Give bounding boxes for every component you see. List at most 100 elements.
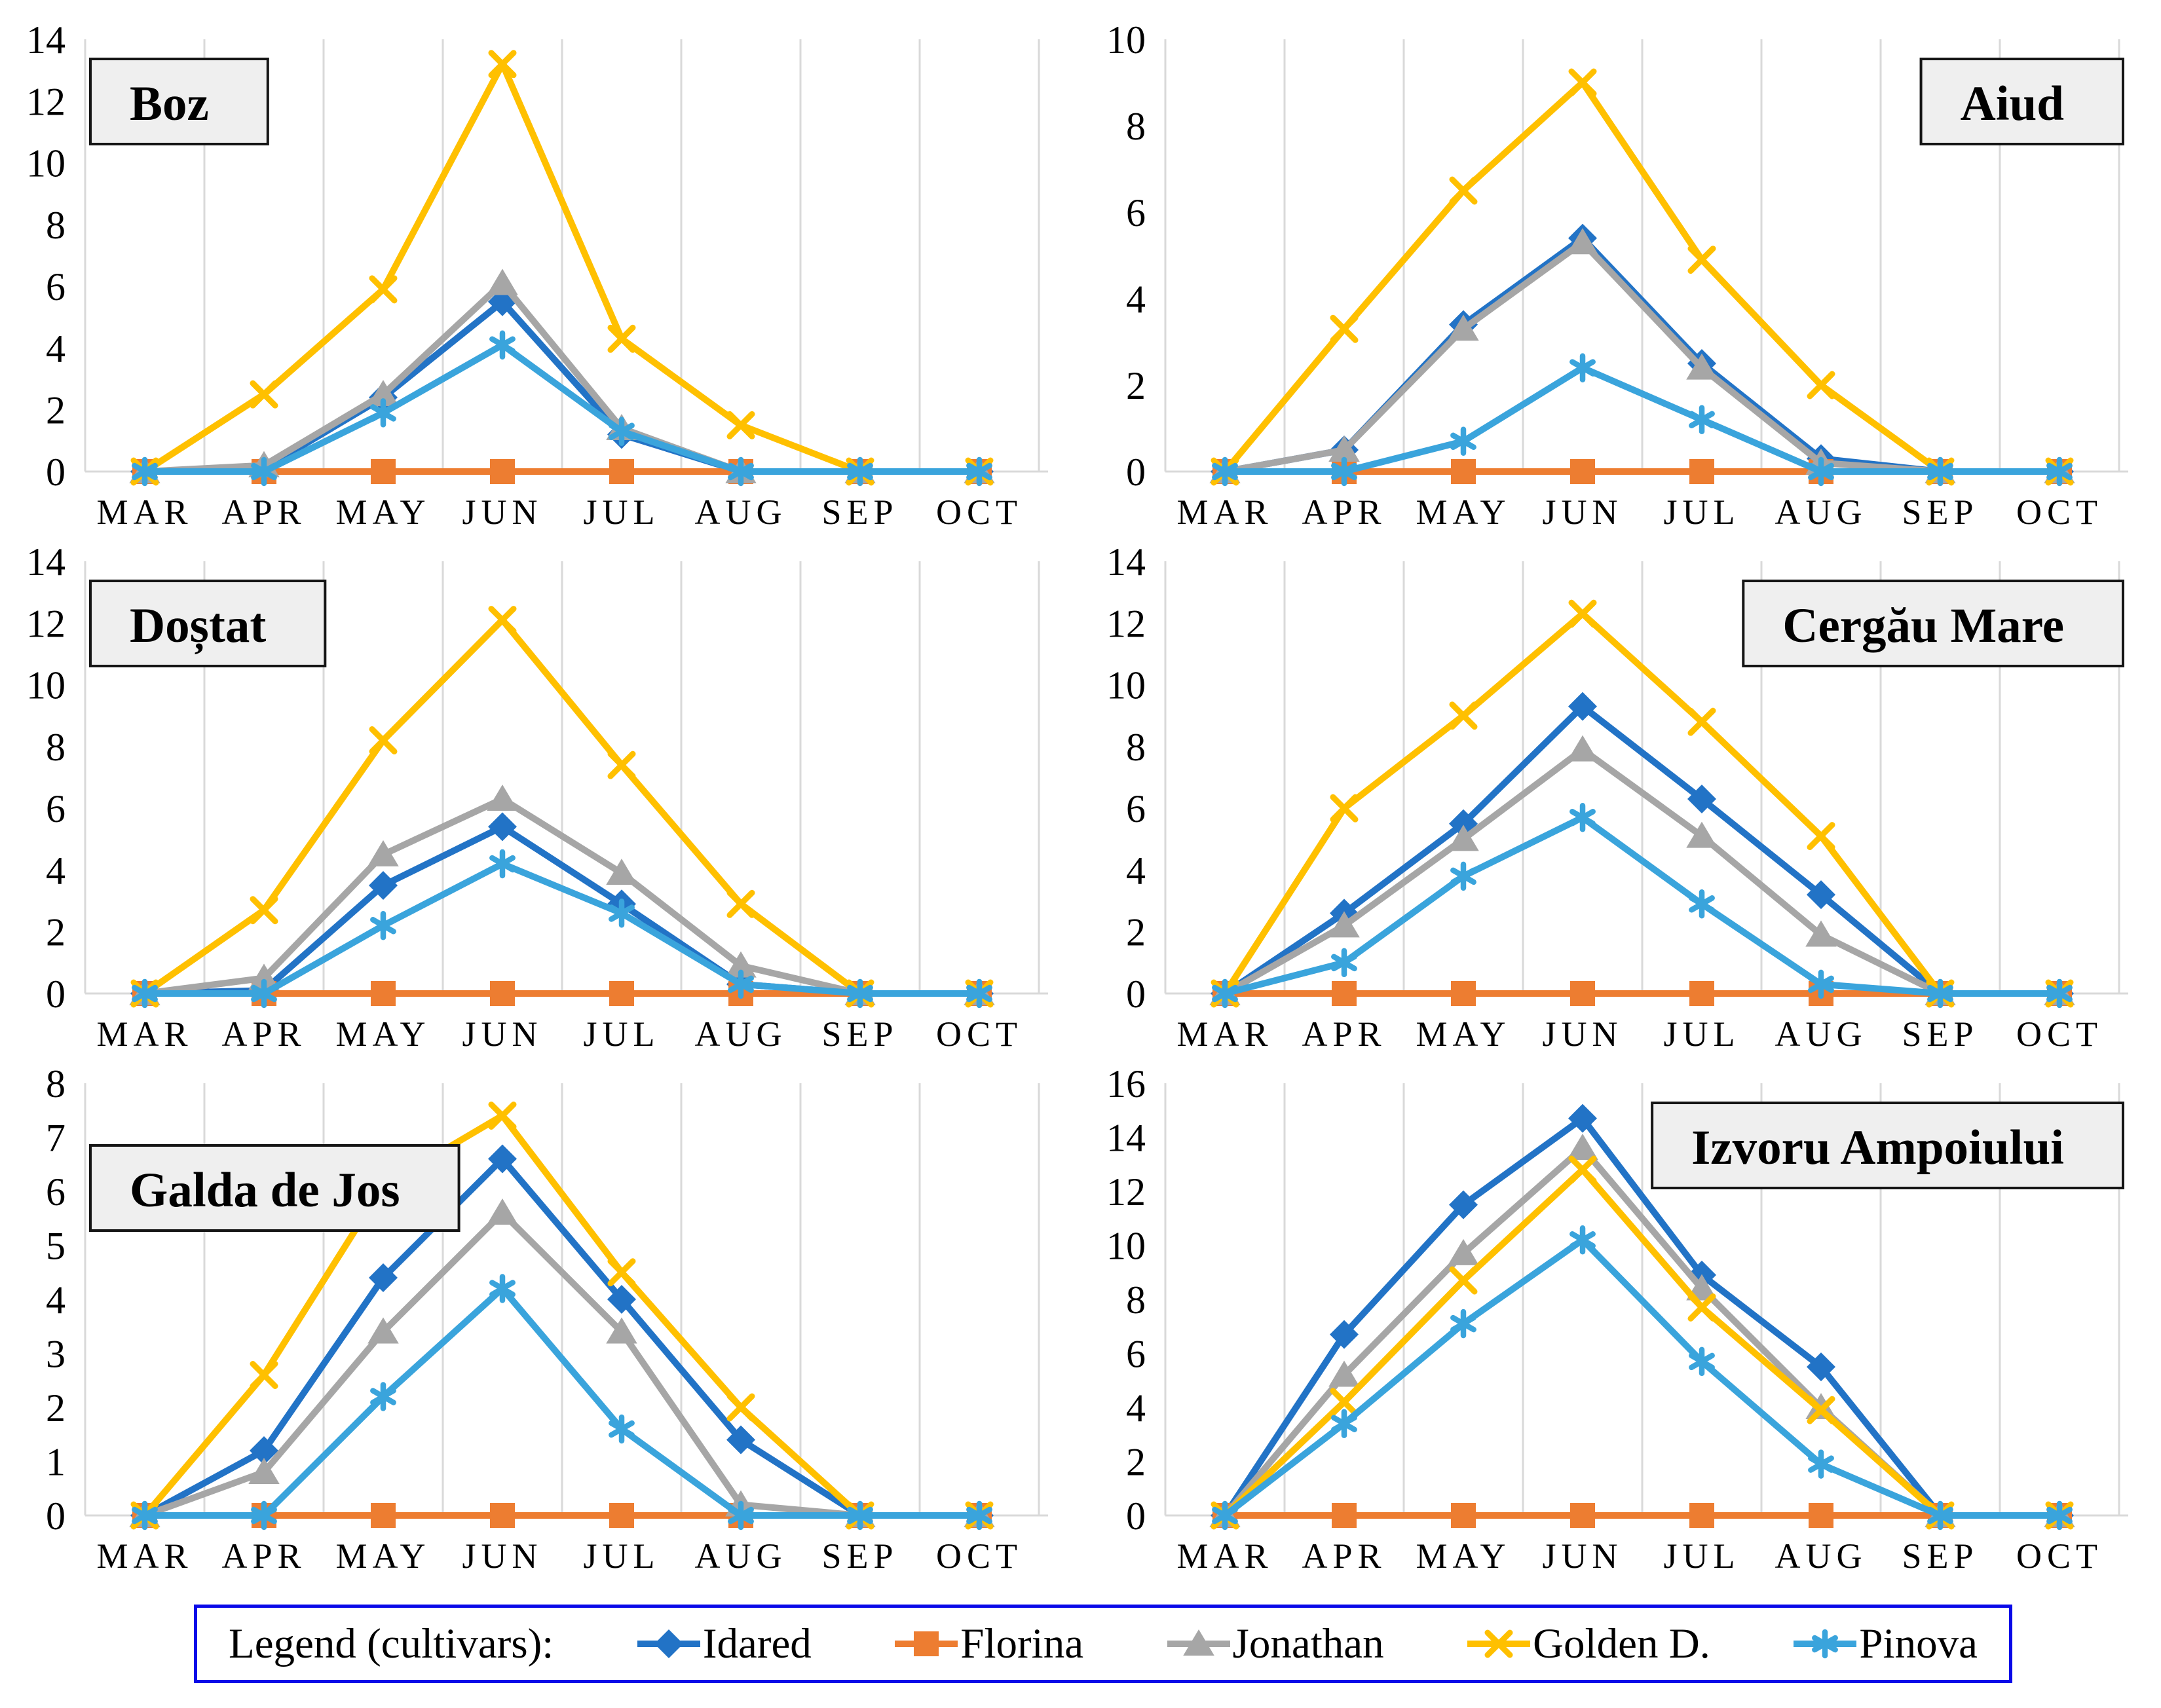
month-label: JUL xyxy=(584,1536,660,1576)
marker-jonathan xyxy=(1686,353,1718,380)
marker-pinova xyxy=(2046,1500,2073,1531)
month-label: SEP xyxy=(821,1014,898,1054)
marker-florina xyxy=(490,981,515,1006)
y-tick-label: 6 xyxy=(1126,1333,1146,1376)
y-tick-label: 12 xyxy=(26,602,66,645)
y-tick-label: 0 xyxy=(46,973,66,1016)
y-tick-label: 5 xyxy=(46,1225,66,1268)
month-label: OCT xyxy=(936,1014,1023,1054)
marker-florina xyxy=(1689,981,1714,1006)
series-pinova xyxy=(132,849,992,1009)
marker-pinova xyxy=(1212,978,1238,1009)
marker-golden-d xyxy=(1687,707,1716,736)
month-label: SEP xyxy=(821,492,898,532)
marker-florina xyxy=(1570,1503,1595,1528)
marker-golden-d xyxy=(250,896,278,925)
series-pinova xyxy=(132,330,992,487)
marker-pinova xyxy=(1808,456,1834,487)
chart-title-box xyxy=(1742,580,2124,667)
x-axis-labels: MAR APR MAY JUN JUL AUG SEP OCT xyxy=(1176,492,2097,532)
legend-label: Legend (cultivars): xyxy=(229,1620,554,1667)
y-tick-label: 8 xyxy=(46,726,66,769)
month-label: MAY xyxy=(335,492,430,532)
marker-jonathan xyxy=(248,1458,280,1485)
marker-jonathan xyxy=(1328,1360,1360,1387)
y-tick-label: 14 xyxy=(1106,540,1146,584)
marker-jonathan xyxy=(606,859,637,885)
marker-golden-d xyxy=(488,1102,517,1130)
chart-title: Cergău Mare xyxy=(1782,599,2064,653)
marker-jonathan xyxy=(248,963,280,990)
series-line-jonathan xyxy=(1222,746,2063,997)
y-tick-label: 2 xyxy=(46,389,66,432)
month-label: MAY xyxy=(1416,1536,1511,1576)
marker-jonathan xyxy=(1805,920,1837,947)
month-label: AUG xyxy=(1775,1536,1868,1576)
marker-pinova xyxy=(609,899,635,928)
legend-marker-jonathan xyxy=(1182,1629,1214,1656)
marker-golden-d xyxy=(369,726,398,754)
marker-golden-d xyxy=(726,411,755,439)
month-label: AUG xyxy=(1775,1014,1868,1054)
marker-pinova xyxy=(132,456,158,487)
marker-golden-d xyxy=(726,889,755,918)
chart-title-box xyxy=(89,1144,460,1232)
y-tick-label: 6 xyxy=(1126,191,1146,234)
month-label: APR xyxy=(1302,1536,1386,1576)
series-line-golden-d xyxy=(1222,610,2063,997)
legend-item-jonathan: Jonathan xyxy=(1165,1620,1384,1669)
marker-idared xyxy=(369,1263,398,1292)
marker-golden-d xyxy=(250,380,278,409)
marker-jonathan xyxy=(1448,1238,1479,1265)
marker-jonathan xyxy=(1567,228,1598,255)
marker-jonathan xyxy=(1448,825,1479,851)
marker-golden-d xyxy=(1807,371,1835,399)
marker-pinova xyxy=(1808,969,1834,999)
pinova-marker-icon xyxy=(1794,1629,1857,1659)
month-label: APR xyxy=(221,492,306,532)
y-tick-label: 8 xyxy=(1126,726,1146,769)
legend-marker-pinova xyxy=(1812,1629,1839,1659)
marker-pinova xyxy=(1927,978,1953,1009)
month-label: SEP xyxy=(1902,1536,1978,1576)
marker-pinova xyxy=(251,456,277,487)
chart-title: Boz xyxy=(130,77,209,131)
month-label: JUN xyxy=(462,492,542,532)
marker-pinova xyxy=(2046,978,2073,1009)
marker-golden-d xyxy=(1449,701,1478,730)
marker-golden-d xyxy=(607,1258,636,1287)
month-label: JUL xyxy=(584,492,660,532)
month-label: SEP xyxy=(1902,492,1978,532)
month-label: AUG xyxy=(695,492,787,532)
marker-jonathan xyxy=(1328,911,1360,938)
chart-aiud: 0 2 4 6 8 10 MAR APR MAY JUN JUL AUG SEP OCT Aiud xyxy=(1106,18,2128,532)
marker-pinova xyxy=(1331,948,1357,978)
marker-jonathan xyxy=(725,951,757,978)
chart-galda-de-jos: 0 1 2 3 4 5 6 7 8 MAR APR MAY JUN JUL AUG SEP OCT Galda d… xyxy=(46,1062,1048,1576)
legend-item-golden-d: Golden D. xyxy=(1465,1620,1710,1669)
marker-golden-d xyxy=(1807,822,1835,851)
marker-jonathan xyxy=(1686,821,1718,848)
marker-golden-d xyxy=(1568,68,1597,97)
y-tick-label: 7 xyxy=(46,1117,66,1160)
marker-jonathan xyxy=(606,1317,637,1344)
chart-title-group: Cergău Mare xyxy=(1742,580,2124,667)
marker-pinova xyxy=(370,1382,396,1411)
y-tick-label: 6 xyxy=(1126,787,1146,830)
marker-pinova xyxy=(728,456,754,487)
marker-florina xyxy=(1689,1503,1714,1528)
series-line-pinova xyxy=(1222,364,2063,475)
legend-marker-idared xyxy=(654,1629,683,1658)
golden-d-marker-icon xyxy=(1467,1629,1531,1658)
marker-jonathan xyxy=(487,785,518,811)
y-tick-label: 6 xyxy=(46,787,66,830)
y-tick-label: 4 xyxy=(46,849,66,892)
marker-pinova xyxy=(489,330,516,360)
y-tick-label: 14 xyxy=(26,540,66,584)
chart-title-group: Izvoru Ampoiului xyxy=(1651,1102,2124,1189)
marker-idared xyxy=(1807,1352,1835,1382)
marker-idared xyxy=(726,1425,755,1455)
y-tick-label: 8 xyxy=(46,1062,66,1105)
series-pinova xyxy=(1212,353,2073,487)
x-axis-labels: MAR APR MAY JUN JUL AUG SEP OCT xyxy=(96,1014,1023,1054)
